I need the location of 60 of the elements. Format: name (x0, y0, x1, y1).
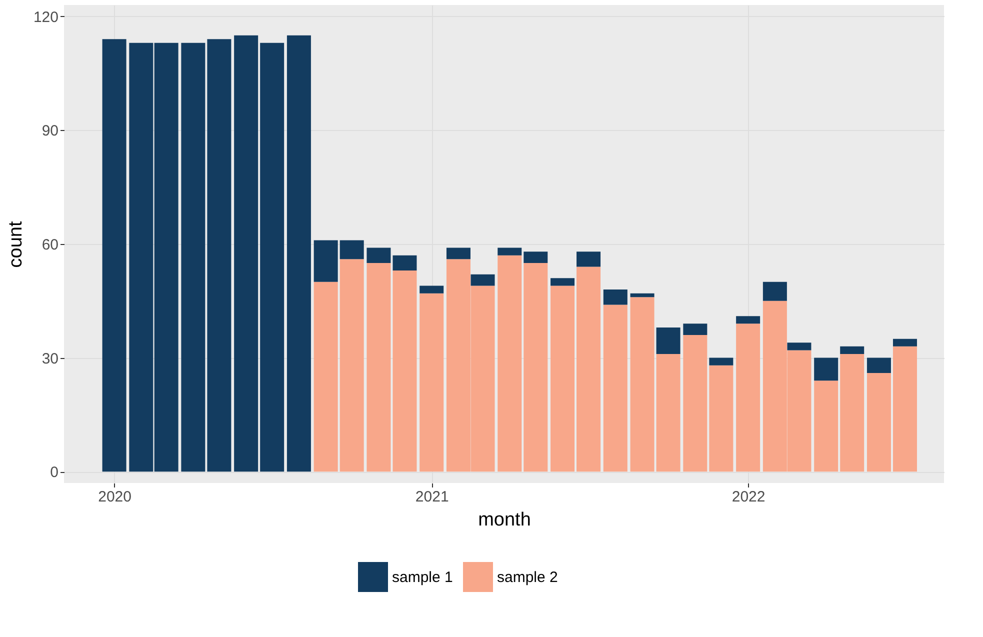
bar (392, 255, 417, 271)
bar (656, 354, 680, 472)
bar (736, 324, 760, 472)
bar (709, 358, 734, 366)
bar (892, 338, 917, 346)
bar (866, 358, 891, 373)
bar (286, 35, 311, 472)
bar (683, 324, 708, 336)
bar (181, 42, 206, 472)
bar (576, 252, 601, 267)
legend-label: sample 1 (392, 569, 453, 586)
bar (446, 248, 470, 260)
bar (656, 327, 680, 354)
y-tick-label: 60 (42, 236, 58, 254)
bar (366, 262, 391, 472)
bar (550, 278, 575, 286)
x-tick-label: 2021 (415, 488, 449, 506)
y-tick-label: 30 (42, 350, 58, 368)
y-tick-label: 120 (33, 8, 58, 26)
bar (366, 248, 391, 263)
bar (260, 42, 284, 472)
bar (498, 255, 522, 472)
bar (207, 39, 232, 472)
bar (340, 240, 364, 260)
legend-label: sample 2 (497, 569, 558, 586)
bar (392, 270, 417, 472)
y-axis-title: count (5, 220, 26, 268)
bar (420, 286, 444, 294)
bar (709, 365, 734, 472)
bar (470, 274, 495, 286)
bar (550, 286, 575, 472)
bar (498, 248, 522, 256)
bar (630, 297, 654, 472)
bar (102, 39, 126, 472)
bar (576, 266, 601, 472)
bar (814, 358, 838, 381)
bar (234, 35, 258, 472)
bar (762, 282, 787, 301)
bar (892, 346, 917, 472)
bar (314, 240, 338, 282)
bar (314, 282, 338, 472)
bar (524, 262, 548, 472)
bar (866, 372, 891, 472)
bar (787, 342, 812, 350)
bar (420, 293, 444, 472)
bar (736, 316, 760, 324)
bar (603, 304, 628, 472)
x-axis-title: month (478, 510, 531, 530)
y-tick-label: 90 (42, 122, 58, 140)
bar (840, 346, 864, 354)
bar (683, 335, 708, 472)
bar (840, 354, 864, 472)
x-tick-label: 2020 (98, 488, 132, 506)
bar (340, 259, 364, 472)
bar (630, 293, 654, 298)
bar (814, 380, 838, 472)
x-tick-label: 2022 (732, 488, 766, 506)
bar (603, 290, 628, 305)
y-tick-label: 0 (50, 464, 58, 482)
bar (524, 252, 548, 263)
